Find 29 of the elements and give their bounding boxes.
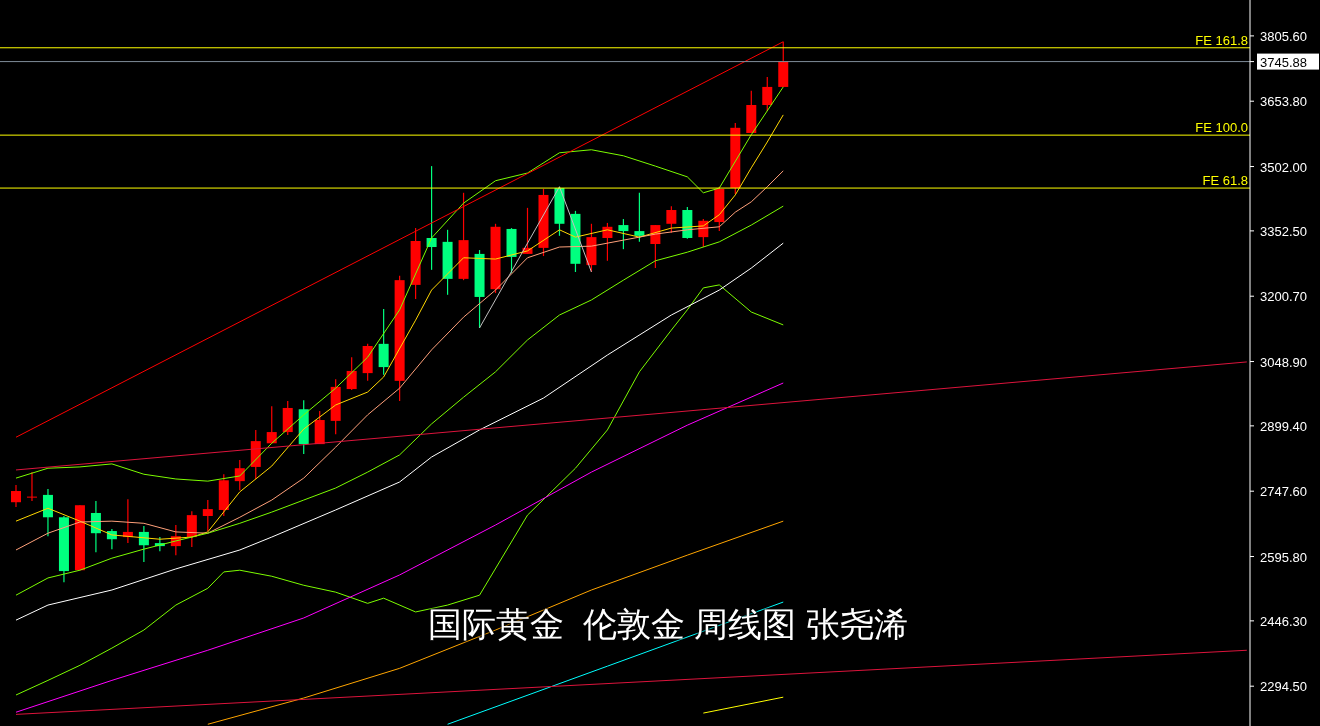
candlestick	[618, 218, 629, 250]
y-tick-label: 2899.40	[1260, 418, 1307, 434]
y-tick-label: 3745.88	[1260, 54, 1307, 70]
y-tick-label: 2446.30	[1260, 613, 1307, 629]
candlestick	[26, 471, 37, 502]
y-tick-label: 2747.60	[1260, 484, 1307, 500]
candlestick	[666, 205, 677, 234]
candlestick	[634, 192, 645, 243]
candlestick	[346, 356, 357, 391]
candlestick	[202, 499, 213, 532]
y-tick-label: 3048.90	[1260, 354, 1307, 370]
line-series	[15, 114, 784, 540]
y-tick-label: 3805.60	[1260, 28, 1307, 44]
candlestick	[266, 405, 277, 444]
line-series	[15, 170, 784, 551]
y-tick-label: 3502.00	[1260, 159, 1307, 175]
candlestick	[10, 484, 21, 508]
y-tick-label: 2595.80	[1260, 549, 1307, 565]
candlestick	[762, 76, 773, 112]
y-tick-label: 2294.50	[1260, 679, 1307, 695]
y-tick-label: 3200.70	[1260, 289, 1307, 305]
y-tick-label: 3653.80	[1260, 94, 1307, 110]
candlestick	[378, 308, 389, 376]
ref-line-label: FE 61.8	[1202, 173, 1248, 189]
ref-line-label: FE 100.0	[1195, 120, 1248, 136]
candlestick	[42, 488, 53, 537]
candlestick	[186, 510, 197, 548]
y-tick-label: 3352.50	[1260, 223, 1307, 239]
ref-line-label: FE 161.8	[1195, 32, 1248, 48]
